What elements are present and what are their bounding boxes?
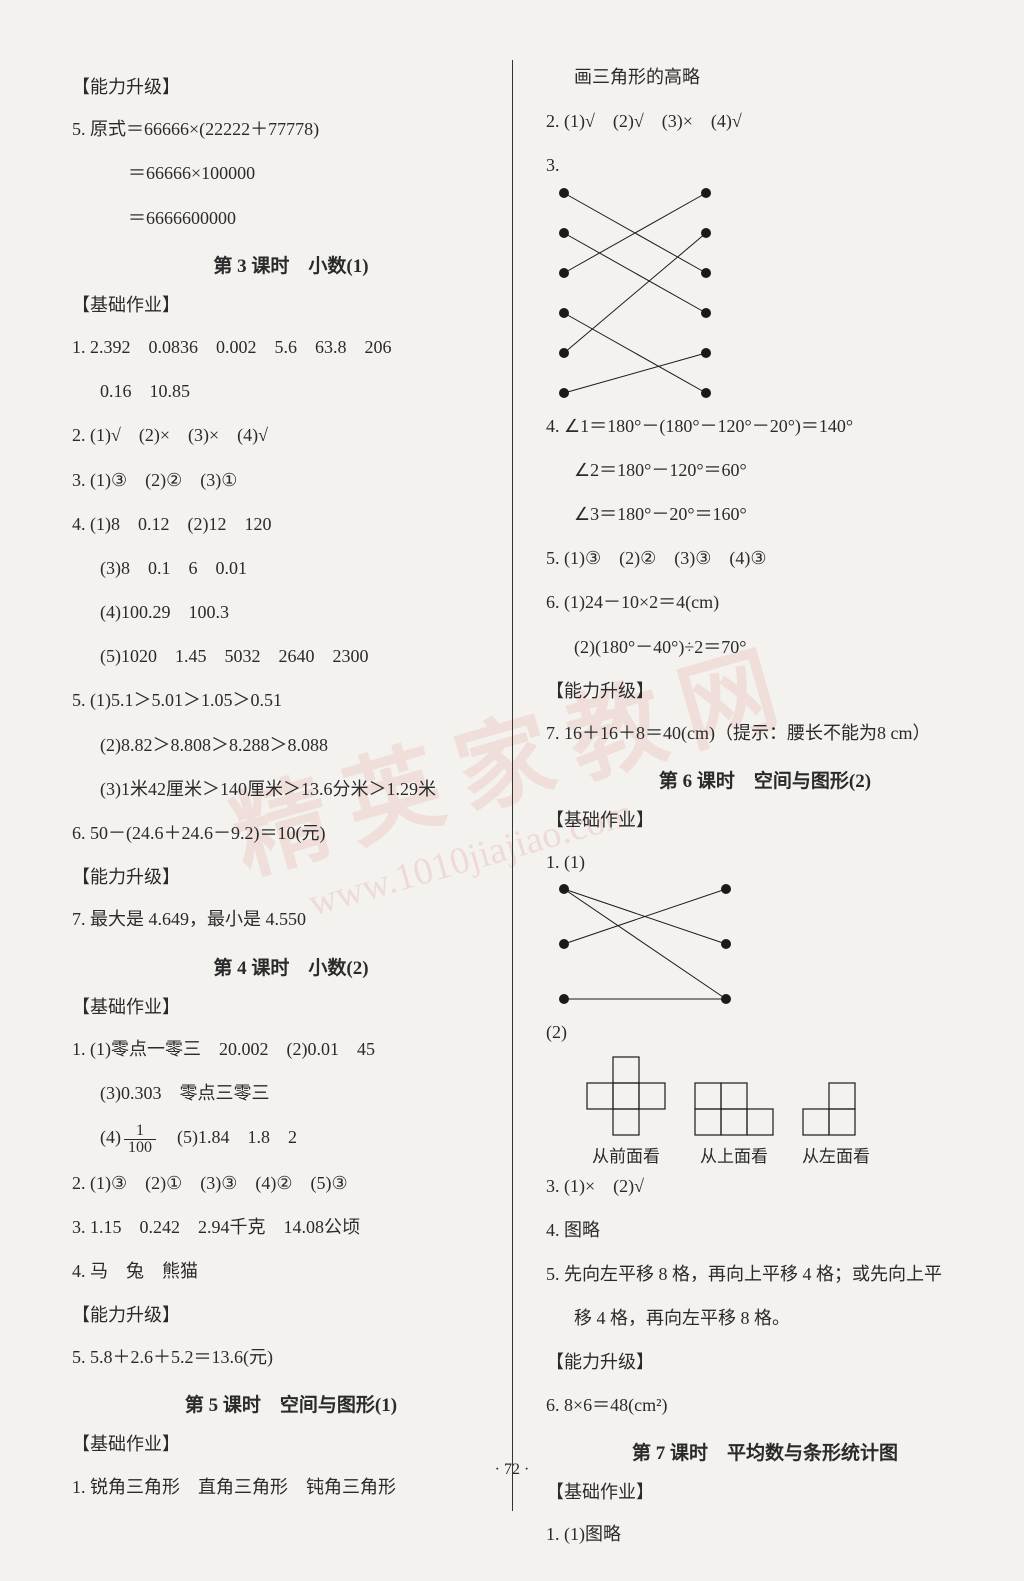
r-q3-row: 3. xyxy=(546,148,984,402)
s4-q1-l1: 1. (1)零点一零三 20.002 (2)0.01 45 xyxy=(72,1032,510,1066)
q5-line3: ＝6666600000 xyxy=(72,201,510,235)
q5-line2: ＝66666×100000 xyxy=(72,156,510,190)
r6-q1-2-row: (2) xyxy=(546,1015,984,1049)
s3-q7: 7. 最大是 4.649，最小是 4.550 xyxy=(72,902,510,936)
title-lesson-3: 第 3 课时 小数(1) xyxy=(72,251,510,278)
r6-q6: 6. 8×6＝48(cm²) xyxy=(546,1388,984,1422)
r6-q5-l2: 移 4 格，再向左平移 8 格。 xyxy=(546,1301,984,1335)
s3-q1-l1: 1. 2.392 0.0836 0.002 5.6 63.8 206 xyxy=(72,330,510,364)
matching-diagram-3 xyxy=(546,183,984,403)
s4-q3: 3. 1.15 0.242 2.94千克 14.08公顷 xyxy=(72,1210,510,1244)
heading-ability-4: 【能力升级】 xyxy=(72,1298,510,1332)
title-lesson-4: 第 4 课时 小数(2) xyxy=(72,953,510,980)
r-q4-l1: 4. ∠1＝180°－(180°－120°－20°)＝140° xyxy=(546,409,984,443)
r6-q3: 3. (1)× (2)√ xyxy=(546,1169,984,1203)
frac-den: 100 xyxy=(124,1140,156,1156)
s3-q4-l3: (4)100.29 100.3 xyxy=(72,595,510,629)
s3-q1-l2: 0.16 10.85 xyxy=(72,374,510,408)
fraction-1-100: 1100 xyxy=(124,1123,156,1156)
s3-q4-l1: 4. (1)8 0.12 (2)12 120 xyxy=(72,507,510,541)
heading-basic-4: 【基础作业】 xyxy=(72,990,510,1024)
view-label-front: 从前面看 xyxy=(586,1142,666,1167)
page-container: 【能力升级】 5. 原式＝66666×(22222＋77778) ＝66666×… xyxy=(0,0,1024,1581)
s4-q1-l3: (4)1100 (5)1.84 1.8 2 xyxy=(72,1120,510,1155)
s4-q2: 2. (1)③ (2)① (3)③ (4)② (5)③ xyxy=(72,1166,510,1200)
heading-basic-7: 【基础作业】 xyxy=(546,1475,984,1509)
view-label-left: 从左面看 xyxy=(802,1142,870,1167)
heading-ability-6: 【能力升级】 xyxy=(546,1345,984,1379)
s4-q5: 5. 5.8＋2.6＋5.2＝13.6(元) xyxy=(72,1340,510,1374)
s3-q5-l1: 5. (1)5.1＞5.01＞1.05＞0.51 xyxy=(72,683,510,717)
heading-basic-5: 【基础作业】 xyxy=(72,1427,510,1461)
r6-q1-row: 1. (1) xyxy=(546,845,984,1009)
r7-q1: 1. (1)图略 xyxy=(546,1517,984,1551)
s3-q6: 6. 50－(24.6＋24.6－9.2)＝10(元) xyxy=(72,816,510,850)
s3-q3: 3. (1)③ (2)② (3)① xyxy=(72,463,510,497)
page-number: · 72 · xyxy=(0,1461,1024,1479)
view-top: 从上面看 xyxy=(694,1082,774,1167)
matching-diagram-6-1 xyxy=(546,879,984,1009)
s3-q4-l2: (3)8 0.1 6 0.01 xyxy=(72,551,510,585)
s3-q5-l2: (2)8.82＞8.808＞8.288＞8.088 xyxy=(72,728,510,762)
r-q4-l3: ∠3＝180°－20°＝160° xyxy=(546,497,984,531)
view-left: 从左面看 xyxy=(802,1082,870,1167)
s4-q1-l2: (3)0.303 零点三零三 xyxy=(72,1076,510,1110)
r6-q1-2-label: (2) xyxy=(546,1015,586,1049)
s3-q4-l4: (5)1020 1.45 5032 2640 2300 xyxy=(72,639,510,673)
heading-basic-6: 【基础作业】 xyxy=(546,803,984,837)
r6-q4: 4. 图略 xyxy=(546,1213,984,1247)
view-label-top: 从上面看 xyxy=(694,1142,774,1167)
q5-line1: 5. 原式＝66666×(22222＋77778) xyxy=(72,112,510,146)
title-lesson-6: 第 6 课时 空间与图形(2) xyxy=(546,766,984,793)
right-column: 画三角形的高略 2. (1)√ (2)√ (3)× (4)√ 3. 4. ∠1＝… xyxy=(528,60,984,1561)
s4-q1-l3b: (5)1.84 1.8 2 xyxy=(159,1127,297,1147)
s3-q2: 2. (1)√ (2)× (3)× (4)√ xyxy=(72,418,510,452)
view-front: 从前面看 xyxy=(586,1056,666,1167)
r-q2: 2. (1)√ (2)√ (3)× (4)√ xyxy=(546,104,984,138)
r-q6-l2: (2)(180°－40°)÷2＝70° xyxy=(546,630,984,664)
frac-num: 1 xyxy=(124,1123,156,1140)
r-q7: 7. 16＋16＋8＝40(cm)（提示：腰长不能为8 cm） xyxy=(546,716,984,750)
heading-ability-5: 【能力升级】 xyxy=(546,674,984,708)
heading-ability-3: 【能力升级】 xyxy=(72,860,510,894)
r6-q5-l1: 5. 先向左平移 8 格，再向上平移 4 格；或先向上平 xyxy=(546,1257,984,1291)
r-q4-l2: ∠2＝180°－120°＝60° xyxy=(546,453,984,487)
r-q6-l1: 6. (1)24－10×2＝4(cm) xyxy=(546,585,984,619)
s4-q1-l3a: (4) xyxy=(100,1127,121,1147)
left-column: 【能力升级】 5. 原式＝66666×(22222＋77778) ＝66666×… xyxy=(72,60,528,1561)
s3-q5-l3: (3)1米42厘米＞140厘米＞13.6分米＞1.29米 xyxy=(72,772,510,806)
r-q5: 5. (1)③ (2)② (3)③ (4)③ xyxy=(546,541,984,575)
heading-ability-1: 【能力升级】 xyxy=(72,70,510,104)
r-top: 画三角形的高略 xyxy=(546,60,984,94)
title-lesson-5: 第 5 课时 空间与图形(1) xyxy=(72,1390,510,1417)
views-row: 从前面看 从上面看 从左面看 xyxy=(586,1056,984,1167)
r-q3-label: 3. xyxy=(546,148,586,182)
heading-basic-3: 【基础作业】 xyxy=(72,288,510,322)
r6-q1-label: 1. (1) xyxy=(546,845,606,879)
s4-q4: 4. 马 兔 熊猫 xyxy=(72,1254,510,1288)
